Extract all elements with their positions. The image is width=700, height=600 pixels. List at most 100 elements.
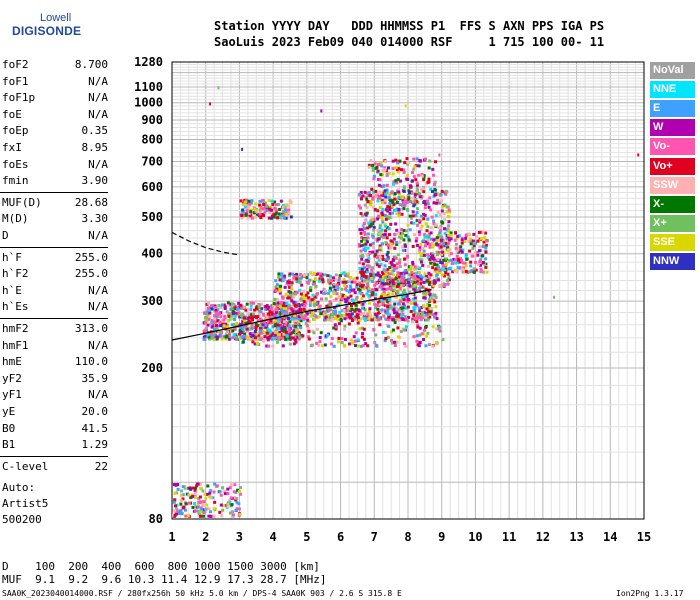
echo-point <box>420 332 424 336</box>
echo-point <box>305 324 309 328</box>
echo-point <box>306 327 310 331</box>
echo-point <box>363 233 367 237</box>
echo-point <box>439 228 443 232</box>
echo-point <box>380 215 384 219</box>
echo-point <box>212 328 216 332</box>
param-value: N/A <box>88 74 108 88</box>
echo-point <box>381 173 385 177</box>
echo-point <box>435 272 439 276</box>
echo-point <box>453 268 457 272</box>
echo-point <box>427 343 431 347</box>
echo-point <box>358 284 362 288</box>
echo-point <box>225 310 229 314</box>
echo-point <box>427 205 431 209</box>
echo-point <box>263 201 267 205</box>
echo-point <box>392 182 396 186</box>
echo-point <box>303 314 307 318</box>
echo-point <box>276 202 280 206</box>
echo-point <box>385 188 389 192</box>
echo-point <box>413 283 417 287</box>
echo-point <box>418 258 422 262</box>
x-tick-label: 10 <box>468 530 482 544</box>
echo-point <box>181 485 185 489</box>
echo-point <box>373 162 377 166</box>
echo-point <box>207 337 211 341</box>
echo-point <box>351 299 355 303</box>
echo-point <box>387 227 391 231</box>
echo-point <box>288 293 292 297</box>
echo-point <box>383 168 387 172</box>
echo-point <box>273 314 277 318</box>
echo-point <box>434 305 438 309</box>
echo-point <box>395 310 399 314</box>
echo-point <box>364 213 368 217</box>
echo-point <box>388 272 392 276</box>
echo-point <box>401 294 405 298</box>
echo-point <box>377 214 381 218</box>
param-value: N/A <box>88 283 108 297</box>
echo-point <box>438 201 442 205</box>
echo-point <box>403 304 407 308</box>
echo-point <box>261 199 265 203</box>
echo-point <box>308 303 312 307</box>
echo-point <box>383 201 387 205</box>
echo-point <box>258 199 262 203</box>
echo-point <box>481 270 485 274</box>
echo-point <box>452 257 456 261</box>
echo-point <box>377 162 381 166</box>
echo-point <box>240 313 244 317</box>
echo-point <box>288 285 292 289</box>
echo-point <box>395 240 399 244</box>
echo-point <box>344 287 348 291</box>
echo-point <box>398 179 402 183</box>
param-separator <box>0 455 108 457</box>
echo-point <box>332 344 336 348</box>
echo-point <box>387 291 391 295</box>
param-name: h`F <box>2 250 22 264</box>
echo-point <box>431 189 435 193</box>
echo-point <box>404 104 407 108</box>
echo-point <box>405 177 409 181</box>
echo-point <box>270 199 274 203</box>
echo-point <box>442 264 446 268</box>
echo-point <box>373 254 377 258</box>
echo-point <box>297 332 301 336</box>
echo-point <box>267 305 271 309</box>
echo-point <box>394 158 398 162</box>
echo-point <box>318 335 322 339</box>
echo-point <box>427 271 431 275</box>
echo-point <box>479 267 483 271</box>
echo-point <box>368 243 372 247</box>
echo-point <box>274 212 278 216</box>
echo-point <box>206 310 210 314</box>
echo-point <box>267 319 271 323</box>
echo-point <box>417 282 421 286</box>
echo-point <box>443 218 447 222</box>
echo-point <box>233 305 237 309</box>
echo-point <box>244 308 248 312</box>
echo-point <box>413 306 417 310</box>
echo-point <box>294 327 298 331</box>
echo-point <box>216 319 220 323</box>
echo-point <box>333 309 337 313</box>
echo-point <box>373 306 377 310</box>
param-separator <box>0 318 108 319</box>
echo-point <box>219 334 223 338</box>
echo-point <box>226 487 230 491</box>
y-tick-label: 80 <box>149 512 163 526</box>
echo-point <box>366 232 370 236</box>
echo-point <box>253 314 257 318</box>
echo-point <box>247 211 251 215</box>
echo-point <box>422 212 426 216</box>
echo-point <box>193 489 197 493</box>
echo-point <box>277 272 281 276</box>
param-row: h`Es N/A <box>2 299 108 315</box>
echo-point <box>454 246 458 250</box>
echo-point <box>355 283 359 287</box>
echo-point <box>340 287 344 291</box>
echo-point <box>381 272 385 276</box>
echo-point <box>289 331 293 335</box>
echo-point <box>454 261 458 265</box>
echo-point <box>277 275 281 279</box>
echo-point <box>364 242 368 246</box>
